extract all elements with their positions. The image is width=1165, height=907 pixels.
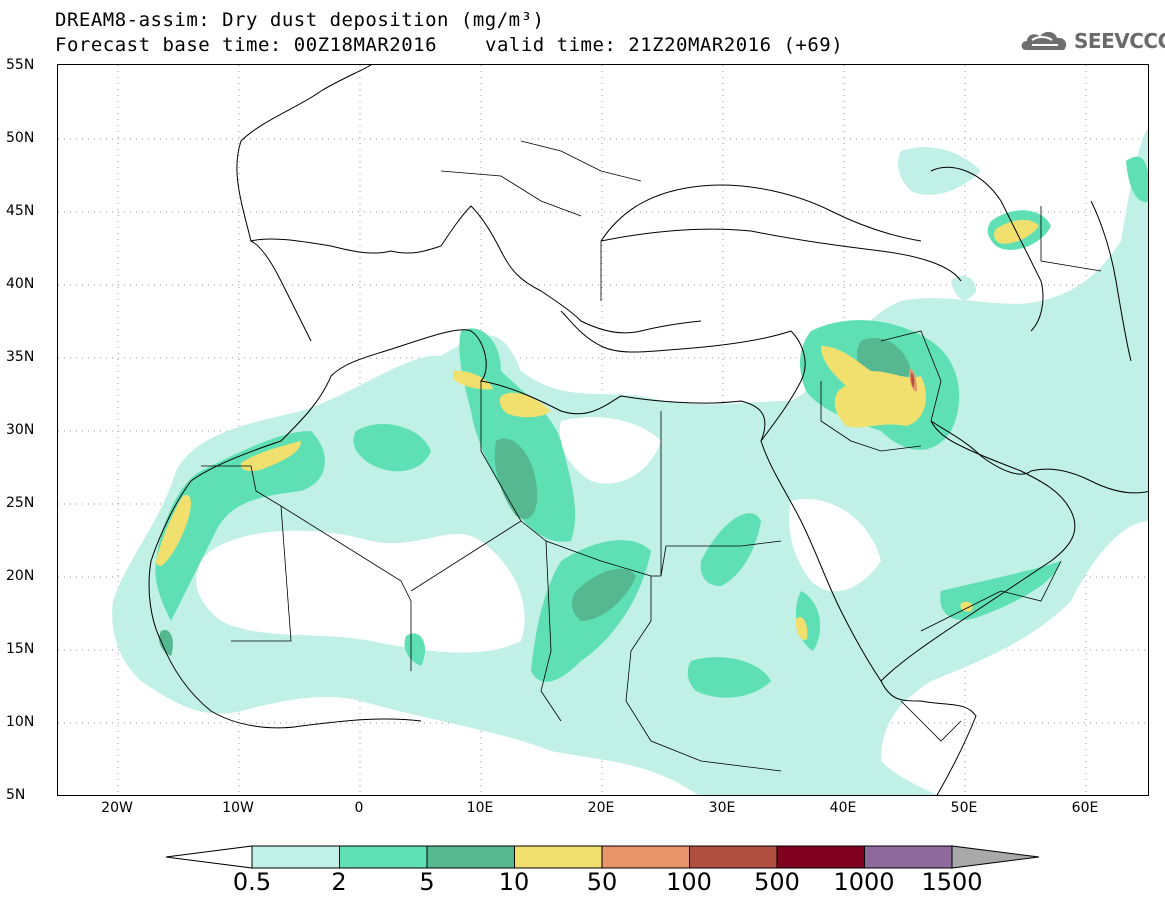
legend-swatch-3 [514,845,603,869]
lon-label-0: 0 [354,800,364,816]
legend-label-10: 10 [498,868,530,896]
legend-label-5: 5 [419,868,435,896]
lon-label-10w: 10W [222,800,254,816]
country-borders [201,140,1102,772]
lon-label-20e: 20E [587,800,615,816]
lat-label-45n: 45N [6,203,35,219]
lat-label-50n: 50N [6,130,35,146]
valid-time: valid time: 21Z20MAR2016 (+69) [485,34,844,56]
map-area [57,64,1149,796]
logo-text: SEEVCCC [1074,29,1165,53]
legend-swatch-0 [251,845,340,869]
legend-swatch-5 [689,845,778,869]
lon-label-30e: 30E [708,800,736,816]
lon-label-10e: 10E [466,800,494,816]
legend-label-100: 100 [666,868,712,896]
legend-label-500: 500 [754,868,800,896]
legend-swatch-4 [601,845,690,869]
lat-label-5n: 5N [6,787,26,803]
cloud-logo-icon [1021,31,1067,50]
lat-label-10n: 10N [6,714,35,730]
lat-label-40n: 40N [6,276,35,292]
map-title: DREAM8-assim: Dry dust deposition (mg/m³… [55,9,545,31]
legend-swatch-2 [426,845,515,869]
legend-label-50: 50 [586,868,618,896]
seevccc-logo: SEEVCCC [1018,26,1165,56]
legend-swatch-6 [776,845,865,869]
dust-free-areas [196,417,881,653]
lon-label-50e: 50E [950,800,978,816]
lat-label-55n: 55N [6,57,35,73]
lat-label-15n: 15N [6,641,35,657]
lat-label-25n: 25N [6,495,35,511]
dust-level-10 [155,219,1039,640]
lat-label-30n: 30N [6,422,35,438]
legend-label-1500: 1500 [921,868,983,896]
lat-label-20n: 20N [6,568,35,584]
coastlines [148,65,1148,795]
dust-deposition-map [58,65,1148,795]
lon-label-20w: 20W [101,800,133,816]
forecast-base-time: Forecast base time: 00Z18MAR2016 [55,34,438,56]
lon-label-60e: 60E [1071,800,1099,816]
legend-swatch-1 [339,845,428,869]
lon-label-40e: 40E [829,800,857,816]
legend-label-0-5: 0.5 [232,868,272,896]
dust-level-100 [911,372,915,387]
legend-over-arrow [951,845,1040,869]
legend-label-2: 2 [331,868,347,896]
legend-colorbar [165,845,1040,869]
lat-label-35n: 35N [6,349,35,365]
legend-label-1000: 1000 [833,868,895,896]
legend-swatch-7 [864,845,953,869]
legend-under-arrow [165,845,253,869]
